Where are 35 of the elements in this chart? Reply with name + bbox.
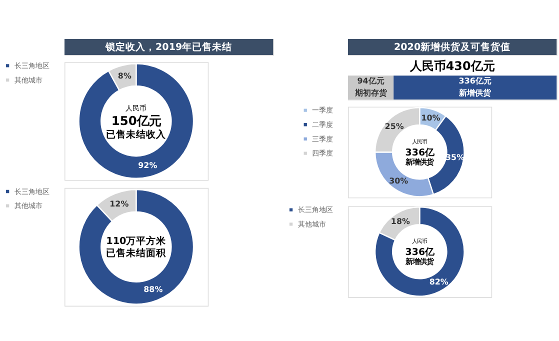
legend-label: 其他城市: [298, 220, 326, 229]
data-label: 94亿元: [357, 76, 384, 86]
data-label: 88%: [144, 285, 163, 294]
text: 336亿: [405, 246, 436, 258]
chart-title: 锁定收入，2019年已售未结: [104, 41, 232, 54]
legend-label: 四季度: [312, 148, 334, 158]
donut-slice: [78, 63, 194, 179]
text: 110万平方米: [106, 234, 168, 247]
text: 336亿: [405, 147, 436, 158]
chart-title: 2020新增供货及可售货值: [394, 41, 511, 54]
series-label: 期初存货: [354, 88, 388, 98]
legend-label: 其他城市: [14, 201, 42, 210]
data-label: 10%: [421, 113, 440, 122]
text: 已售未结收入: [106, 128, 168, 140]
text: 已售未结面积: [106, 247, 168, 260]
data-label: 82%: [429, 277, 448, 286]
slice-label: 长三角地区: [14, 186, 50, 196]
data-label: 25%: [384, 122, 404, 132]
data-label: 8%: [118, 72, 132, 81]
legend-label: 二季度: [312, 120, 334, 130]
data-label: 18%: [390, 216, 410, 226]
series-label: 新增供货: [458, 88, 492, 98]
data-label: 12%: [110, 199, 129, 208]
data-label: 336亿元: [458, 76, 492, 86]
legend-label: 其他城市: [14, 75, 42, 84]
chart-subtitle: 人民币430亿元: [408, 59, 495, 74]
donut-slice: [78, 188, 194, 305]
donut-slice: [374, 206, 465, 297]
legend-label: 长三角地区: [14, 61, 50, 70]
data-label: 92%: [138, 161, 158, 170]
legend-label: 三季度: [312, 134, 334, 144]
data-label: 30%: [389, 176, 408, 186]
legend-label: 长三角地区: [298, 205, 333, 214]
text: 150亿元: [111, 114, 161, 128]
legend-label: 一季度: [312, 106, 334, 115]
